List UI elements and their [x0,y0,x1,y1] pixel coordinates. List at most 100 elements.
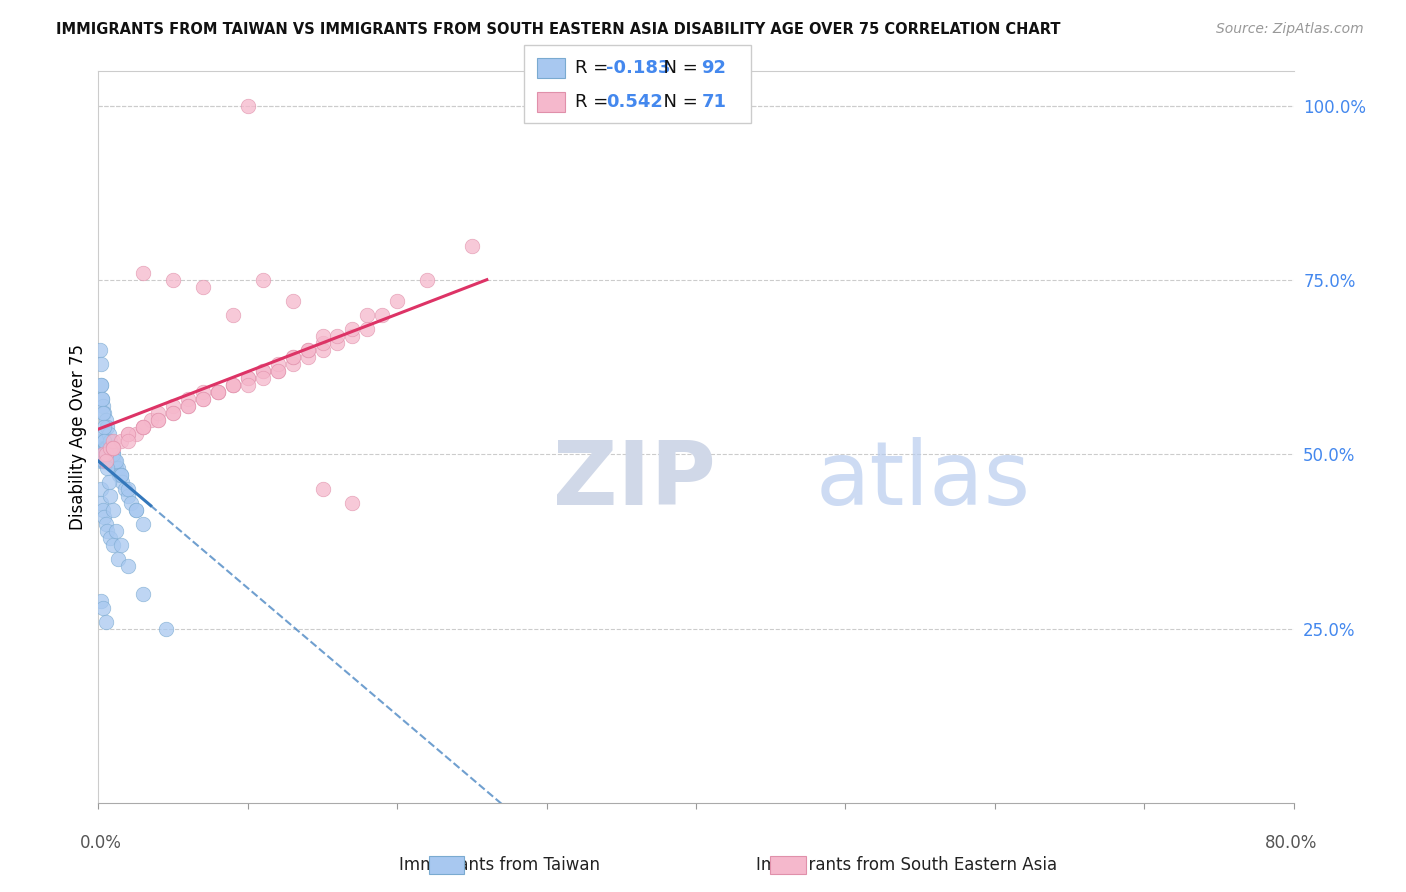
Point [90,496,112,510]
Point [97,426,120,441]
Point [326,329,349,343]
Point [107,461,129,475]
Point [117,558,139,573]
Point [177,399,200,413]
Point [90,377,112,392]
Point [103,441,125,455]
Point [103,434,125,448]
Point [103,448,125,462]
Point [110,538,132,552]
Point [416,273,439,287]
Point [281,294,304,309]
Point [222,377,245,392]
Point [104,454,127,468]
Point [132,266,155,280]
Point [93,406,115,420]
Point [162,399,184,413]
Text: Immigrants from South Eastern Asia: Immigrants from South Eastern Asia [756,856,1057,874]
Point [132,587,155,601]
Point [93,510,115,524]
Point [97,441,120,455]
Point [222,308,245,322]
Point [267,364,290,378]
Point [125,426,148,441]
Point [132,419,155,434]
Point [148,406,170,420]
Point [162,406,184,420]
Point [94,441,117,455]
Point [97,448,120,462]
Point [91,448,114,462]
Point [111,475,134,490]
Point [125,503,148,517]
Point [177,399,200,413]
Point [191,280,214,294]
Point [281,350,304,364]
Point [100,531,122,545]
Point [97,454,120,468]
Point [297,343,319,357]
Point [94,412,117,426]
Y-axis label: Disability Age Over 75: Disability Age Over 75 [69,344,87,530]
Point [100,454,122,468]
Point [96,441,118,455]
Point [117,426,139,441]
Point [191,392,214,406]
Point [297,350,319,364]
Point [90,434,112,448]
Point [236,99,259,113]
Point [267,364,290,378]
Text: N =: N = [652,59,704,77]
Text: IMMIGRANTS FROM TAIWAN VS IMMIGRANTS FROM SOUTH EASTERN ASIA DISABILITY AGE OVER: IMMIGRANTS FROM TAIWAN VS IMMIGRANTS FRO… [56,22,1060,37]
Text: R =: R = [575,59,614,77]
Text: Source: ZipAtlas.com: Source: ZipAtlas.com [1216,22,1364,37]
Point [91,441,114,455]
Point [98,448,121,462]
Text: 80.0%: 80.0% [1264,834,1317,852]
Point [103,448,125,462]
Text: 0.542: 0.542 [606,93,662,112]
Point [94,448,117,462]
Point [162,273,184,287]
Point [177,392,200,406]
Point [101,454,124,468]
Text: ZIP: ZIP [553,437,716,524]
Point [371,308,394,322]
Point [97,448,120,462]
Point [132,517,155,532]
Point [311,343,333,357]
Point [252,364,274,378]
Point [93,448,115,462]
Point [96,524,118,538]
Text: Immigrants from Taiwan: Immigrants from Taiwan [399,856,599,874]
Point [100,441,122,455]
Point [101,441,124,455]
Point [100,489,122,503]
Point [93,441,115,455]
Point [252,371,274,385]
Point [155,622,177,636]
Point [91,392,114,406]
Point [117,426,139,441]
Point [356,308,378,322]
Point [93,434,115,448]
Point [105,454,128,468]
Point [120,496,142,510]
Point [222,377,245,392]
Point [105,524,128,538]
Text: 71: 71 [702,93,727,112]
Point [297,343,319,357]
Point [207,384,229,399]
Point [236,371,259,385]
Text: atlas: atlas [815,437,1031,524]
Point [100,448,122,462]
Point [96,454,118,468]
Point [110,468,132,483]
Point [93,419,115,434]
Point [96,461,118,475]
Point [356,322,378,336]
Point [117,489,139,503]
Text: 92: 92 [702,59,727,77]
Point [103,538,125,552]
Point [93,448,115,462]
